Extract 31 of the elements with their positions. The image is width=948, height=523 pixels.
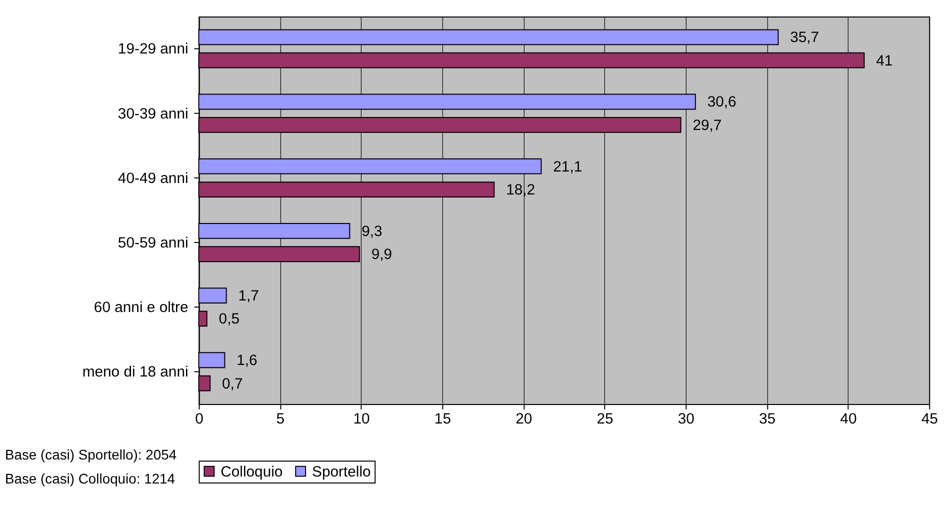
y-tick-label: 19-29 anni: [118, 42, 188, 58]
data-label: 0,5: [218, 312, 240, 328]
data-label: 9,3: [362, 224, 382, 240]
x-tick-label: 15: [434, 411, 451, 428]
x-tick-label: 30: [678, 411, 694, 428]
data-label: 1,6: [236, 353, 258, 370]
x-tick-label: 5: [276, 411, 285, 428]
data-label: 41: [876, 53, 893, 70]
y-tick-label: meno di 18 anni: [82, 364, 188, 381]
legend-label: Sportello: [312, 464, 371, 480]
data-label: 0,7: [222, 376, 243, 392]
x-tick-label: 35: [759, 411, 776, 428]
data-label: 29,7: [692, 118, 722, 134]
data-label: 30,6: [707, 94, 736, 111]
y-tick-label: 60 anni e oltre: [94, 300, 188, 316]
data-label: 21,1: [553, 159, 582, 176]
x-tick-label: 45: [921, 411, 938, 428]
text: Base (casi) Colloquio: 1214: [4, 470, 176, 486]
x-tick-label: 10: [353, 411, 370, 428]
text: Base (casi) Sportello): 2054: [4, 446, 177, 463]
x-tick-label: 20: [516, 411, 532, 428]
y-tick-label: 30-39 anni: [118, 106, 188, 122]
x-tick-label: 0: [195, 411, 204, 428]
y-tick-label: 40-49 anni: [118, 170, 188, 187]
legend-label: Colloquio: [220, 464, 283, 480]
x-tick-label: 40: [840, 411, 857, 428]
x-tick-label: 25: [596, 411, 614, 428]
data-label: 9,9: [371, 247, 392, 264]
data-label: 1,7: [238, 288, 259, 304]
data-label: 35,7: [790, 30, 820, 46]
y-tick-label: 50-59 anni: [118, 235, 188, 252]
